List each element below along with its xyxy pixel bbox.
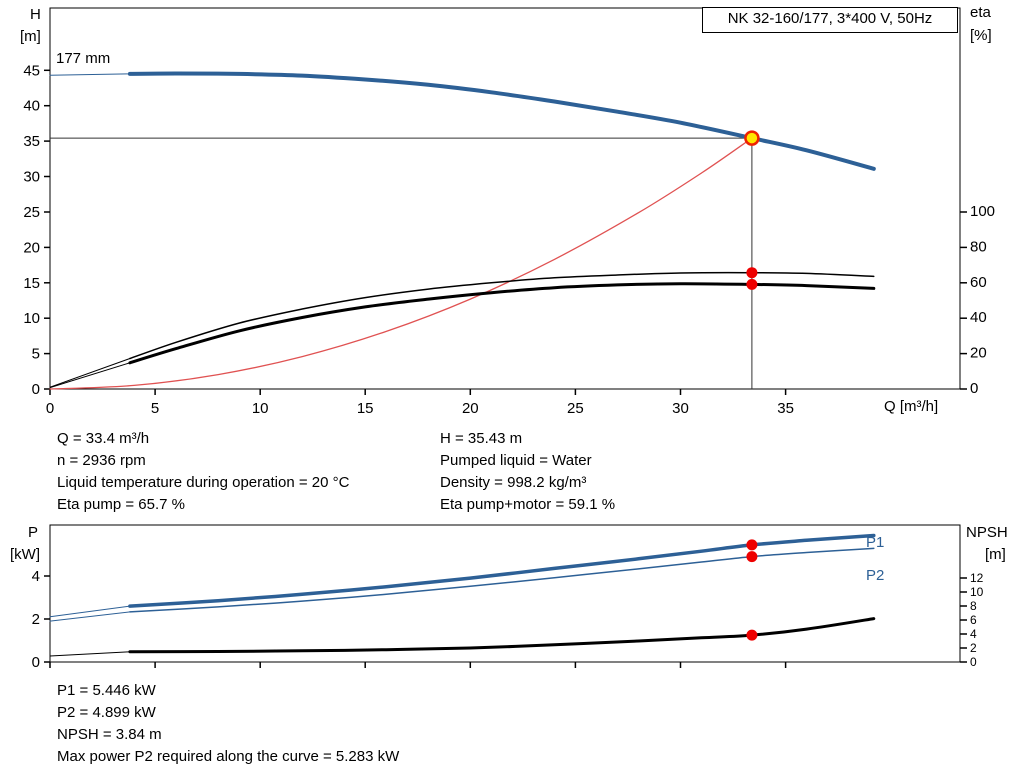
svg-text:15: 15 (357, 400, 374, 417)
h-curve-lead (49, 73, 131, 76)
power-npsh-chart-x-axis-ticks (49, 662, 787, 668)
p-axis-label: P (28, 524, 39, 541)
npsh-axis-label: NPSH (966, 524, 1008, 541)
pump-type-title-box: NK 32-160/177, 3*400 V, 50Hz (702, 7, 958, 33)
svg-text:2: 2 (970, 641, 977, 655)
info-line-h: H = 35.43 m (440, 430, 523, 447)
eta-axis-label: eta (970, 4, 991, 21)
svg-text:10: 10 (970, 585, 984, 599)
svg-text:40: 40 (23, 98, 40, 115)
svg-text:40: 40 (970, 309, 987, 326)
npsh-curve (128, 617, 876, 654)
system-curve (49, 137, 753, 390)
svg-text:8: 8 (970, 599, 977, 613)
p1-dot (746, 539, 758, 551)
p2-dot (746, 551, 758, 563)
p1-curve (128, 533, 876, 608)
svg-text:12: 12 (970, 571, 984, 585)
power-npsh-chart-left-axis-ticks: 0 2 4 (32, 568, 50, 671)
info-line-liquid: Pumped liquid = Water (440, 452, 592, 469)
svg-text:0: 0 (46, 400, 54, 417)
svg-text:15: 15 (23, 275, 40, 292)
info-line-p2: P2 = 4.899 kW (57, 704, 156, 721)
svg-text:5: 5 (151, 400, 159, 417)
duty-info-left-column: Q = 33.4 m³/h n = 2936 rpm Liquid temper… (57, 428, 349, 516)
svg-text:2: 2 (32, 611, 40, 628)
svg-text:35: 35 (777, 400, 794, 417)
h-axis-label: H (30, 6, 41, 23)
npsh-axis-unit-label: [m] (985, 546, 1006, 563)
info-line-temp: Liquid temperature during operation = 20… (57, 474, 350, 491)
svg-text:20: 20 (23, 239, 40, 256)
info-line-eta-total: Eta pump+motor = 59.1 % (440, 496, 616, 513)
svg-text:35: 35 (23, 133, 40, 150)
qh-eta-chart-frame (49, 7, 961, 390)
svg-text:0: 0 (32, 654, 40, 671)
info-line-q: Q = 33.4 m³/h (57, 430, 150, 447)
qh-eta-chart-right-axis-ticks: 0 20 40 60 80 100 (960, 203, 995, 397)
h-curve (127, 71, 876, 171)
svg-text:25: 25 (23, 204, 40, 221)
duty-point-marker (744, 130, 760, 146)
p2-lead (49, 611, 131, 622)
qh-eta-chart: 0 5 10 15 20 25 30 35 40 45 0 5 10 15 20 25 30 35 0 20 40 60 8… (23, 7, 995, 417)
svg-text:25: 25 (567, 400, 584, 417)
svg-text:10: 10 (252, 400, 269, 417)
info-line-n: n = 2936 rpm (57, 452, 146, 469)
qh-eta-chart-left-axis-ticks: 0 5 10 15 20 25 30 35 40 45 (23, 62, 50, 398)
h-axis-unit-label: [m] (20, 28, 41, 45)
svg-text:6: 6 (970, 613, 977, 627)
p1-curve-label: P1 (866, 534, 885, 551)
p-axis-unit-label: [kW] (10, 546, 40, 563)
duty-info-right-column: H = 35.43 m Pumped liquid = Water Densit… (440, 428, 615, 516)
svg-text:4: 4 (970, 627, 977, 641)
svg-text:20: 20 (462, 400, 479, 417)
svg-text:4: 4 (32, 568, 40, 585)
svg-text:80: 80 (970, 238, 987, 255)
svg-text:60: 60 (970, 274, 987, 291)
svg-text:45: 45 (23, 62, 40, 79)
power-info-block: P1 = 5.446 kW P2 = 4.899 kW NPSH = 3.84 … (57, 680, 399, 768)
eta-pump-motor-lead (49, 362, 131, 389)
svg-text:0: 0 (970, 380, 978, 397)
svg-text:0: 0 (970, 655, 977, 669)
svg-text:5: 5 (32, 346, 40, 363)
svg-text:10: 10 (23, 310, 40, 327)
eta-pump-motor-dot (746, 278, 758, 290)
eta-axis-unit-label: [%] (970, 27, 992, 44)
info-line-npsh: NPSH = 3.84 m (57, 726, 162, 743)
svg-text:30: 30 (23, 169, 40, 186)
svg-text:20: 20 (970, 345, 987, 362)
svg-text:100: 100 (970, 203, 995, 220)
power-npsh-chart-frame (49, 524, 961, 663)
info-line-max-power: Max power P2 required along the curve = … (57, 748, 400, 765)
q-axis-label: Q [m³/h] (884, 398, 939, 415)
qh-eta-chart-x-axis-ticks: 0 5 10 15 20 25 30 35 (46, 389, 794, 417)
eta-pump-dot (746, 267, 758, 279)
p2-curve-label: P2 (866, 567, 885, 584)
p1-lead (49, 605, 131, 618)
impeller-diameter-label: 177 mm (56, 50, 111, 67)
svg-text:0: 0 (32, 381, 40, 398)
p2-curve (129, 547, 875, 613)
eta-pump-lead (49, 358, 131, 388)
info-line-p1: P1 = 5.446 kW (57, 682, 156, 699)
info-line-density: Density = 998.2 kg/m³ (440, 474, 587, 491)
info-line-eta-pump: Eta pump = 65.7 % (57, 496, 185, 513)
npsh-lead (49, 651, 131, 657)
npsh-dot (746, 629, 758, 641)
svg-text:30: 30 (672, 400, 689, 417)
